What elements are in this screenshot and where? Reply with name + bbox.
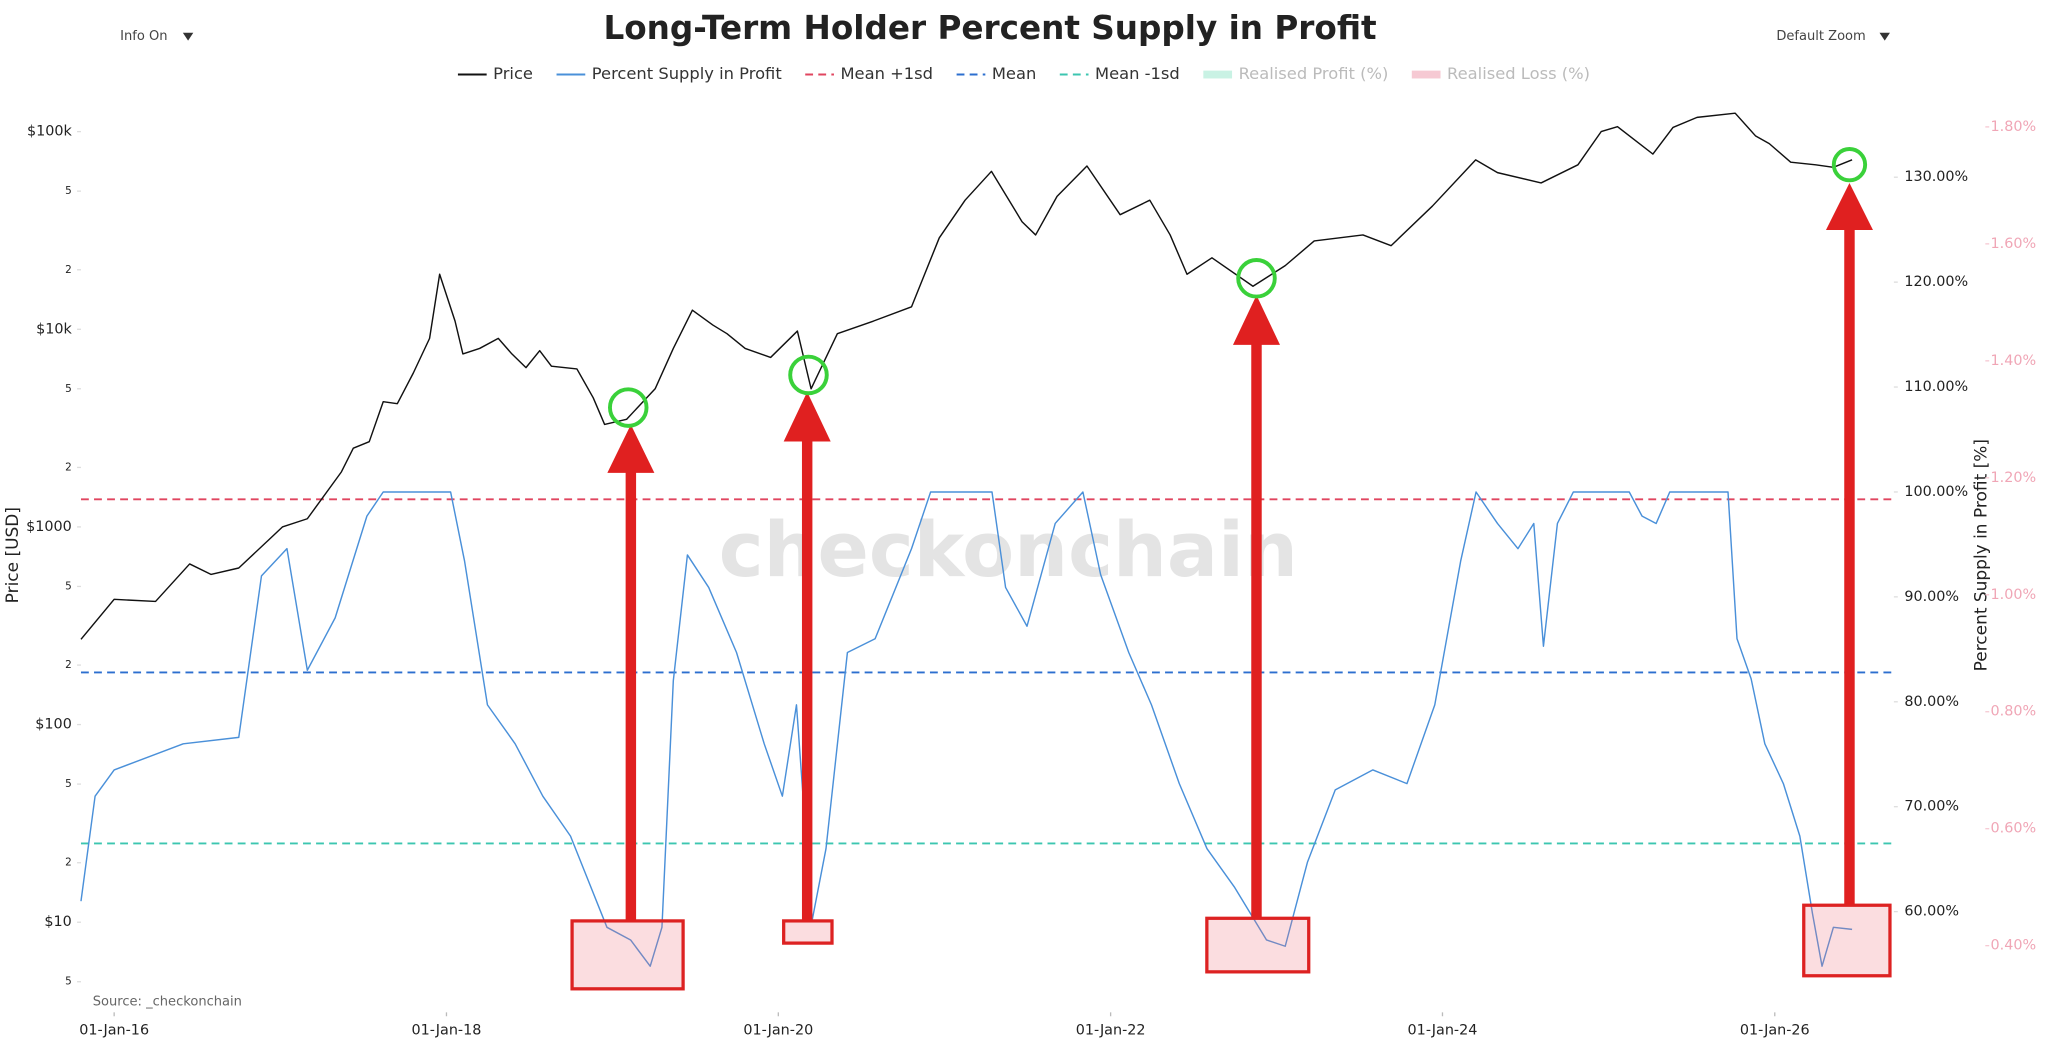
y-tick-label: 5: [65, 778, 72, 790]
y2-tick-label: 70.00%: [1904, 799, 1959, 815]
legend-item: Realised Loss (%): [1411, 64, 1590, 83]
y2-tick-label: 80.00%: [1904, 694, 1959, 710]
source-note: Source: _checkonchain: [93, 994, 242, 1009]
highlight-box: [570, 919, 685, 991]
y3-tick-label: 0.60%: [1991, 821, 2037, 837]
y-tick-label: $100k: [27, 124, 73, 140]
x-tick-label: 01-Jan-18: [412, 1023, 482, 1039]
highlight-circle: [788, 354, 829, 396]
y3-tick-label: 0.40%: [1991, 938, 2037, 954]
y-tick-label: 5: [65, 580, 72, 592]
legend-label: Price: [493, 64, 533, 83]
dropdown-arrow: [182, 32, 194, 41]
plot-area: 01-Jan-16 01-Jan-18 01-Jan-20 01-Jan-22 01-J…: [26, 112, 2037, 1039]
legend-label: Realised Loss (%): [1447, 64, 1590, 83]
legend-item: Mean: [956, 64, 1036, 83]
highlight-circle: [608, 387, 649, 428]
y2-tick-label: 90.00%: [1904, 589, 1959, 605]
highlight-box: [1205, 916, 1311, 974]
legend-label: Mean +1sd: [840, 64, 933, 83]
highlight-box: [1802, 903, 1892, 978]
x-tick-label: 01-Jan-24: [1408, 1023, 1478, 1039]
info-control[interactable]: Info On: [120, 29, 194, 44]
x-tick-label: 01-Jan-22: [1076, 1023, 1146, 1039]
legend-item: Mean +1sd: [805, 64, 933, 83]
y3-tick-label: 0.80%: [1991, 704, 2037, 720]
highlight-circle: [1831, 147, 1868, 183]
x-tick-label: 01-Jan-20: [743, 1023, 813, 1039]
legend-item: Mean -1sd: [1059, 64, 1180, 83]
arrow-head: [607, 424, 655, 473]
y2-tick-label: 130.00%: [1904, 169, 1968, 185]
arrows: [607, 182, 1873, 921]
dropdown-arrow: [1879, 32, 1890, 41]
y-tick-label: 2: [65, 857, 72, 869]
y-tick-label: 5: [65, 383, 72, 395]
y-tick-label: $100: [35, 717, 72, 733]
y-axis-label: Price [USD]: [3, 507, 23, 603]
series-line: [80, 491, 1853, 967]
y2-tick-label: 60.00%: [1904, 904, 1959, 920]
series-line: [80, 112, 1853, 640]
legend: Price Percent Supply in Profit Mean +1sd Me…: [457, 64, 1590, 83]
y2-tick-label: 120.00%: [1904, 274, 1968, 290]
highlight-circle: [1236, 258, 1277, 299]
y2-tick-label: 110.00%: [1904, 379, 1968, 395]
circles: [608, 147, 1868, 428]
legend-item: Percent Supply in Profit: [556, 64, 782, 83]
legend-label: Mean -1sd: [1095, 64, 1180, 83]
legend-item: Realised Profit (%): [1203, 64, 1388, 83]
zoom-control[interactable]: Default Zoom: [1776, 29, 1890, 44]
y3-tick-label: 1.60%: [1991, 236, 2037, 252]
chart-title: Long-Term Holder Percent Supply in Profi…: [603, 9, 1376, 47]
info-label: Info On: [120, 29, 167, 44]
x-tick-label: 01-Jan-26: [1740, 1023, 1810, 1039]
y2-tick-label: 100.00%: [1904, 484, 1968, 500]
arrow-shaft: [625, 470, 637, 921]
arrow-head: [1825, 182, 1873, 230]
legend-item: Price: [457, 64, 533, 83]
y2-axis-label: Percent Supply in Profit [%]: [1971, 439, 1991, 671]
x-tick-label: 01-Jan-16: [79, 1023, 149, 1039]
y-tick-label: 2: [65, 264, 72, 276]
arrow-head: [783, 391, 831, 442]
arrow-shaft: [801, 438, 813, 921]
y-tick-label: 2: [65, 461, 72, 473]
y-tick-label: 5: [65, 185, 72, 197]
y-tick-label: 5: [65, 976, 72, 988]
legend-label: Mean: [992, 64, 1036, 83]
legend-label: Realised Profit (%): [1239, 64, 1389, 83]
y-tick-label: $10: [44, 914, 71, 930]
y3-tick-label: 1.80%: [1991, 119, 2037, 135]
y3-tick-label: 1.20%: [1991, 470, 2037, 486]
watermark: checkonchain: [719, 506, 1298, 594]
legend-swatch: [1203, 70, 1233, 79]
y3-tick-label: 1.40%: [1991, 353, 2037, 369]
legend-swatch: [1411, 70, 1441, 79]
arrow-shaft: [1844, 227, 1855, 906]
arrow-head: [1232, 295, 1280, 345]
y-tick-label: 2: [65, 659, 72, 671]
highlight-box: [782, 919, 834, 945]
y3-tick-label: 1.00%: [1991, 587, 2037, 603]
zoom-label: Default Zoom: [1776, 29, 1865, 44]
legend-label: Percent Supply in Profit: [592, 64, 782, 83]
y-tick-label: $10k: [36, 321, 72, 337]
annotations: [570, 147, 1892, 991]
y-tick-label: $1000: [26, 519, 72, 535]
arrow-shaft: [1251, 342, 1262, 919]
